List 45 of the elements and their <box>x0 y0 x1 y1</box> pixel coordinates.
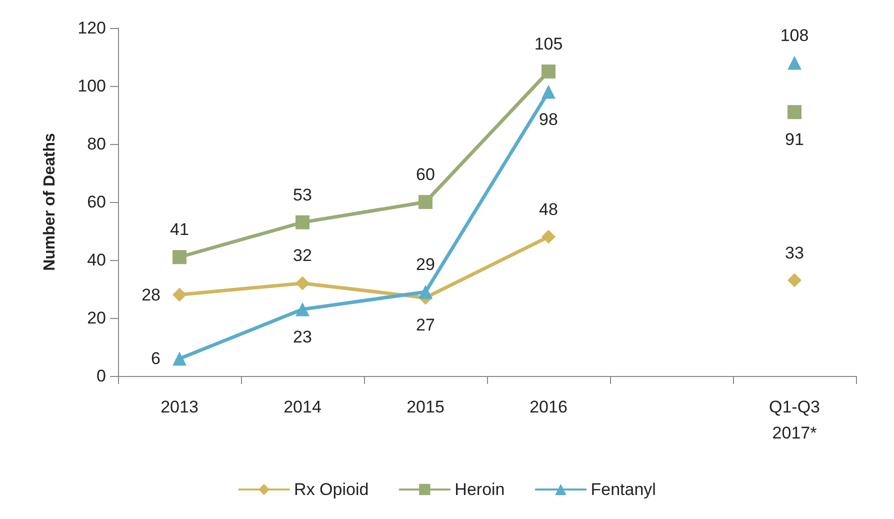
data-label: 108 <box>780 26 809 45</box>
x-tick-label: 2016 <box>530 398 568 416</box>
y-tick-label: 0 <box>96 366 106 386</box>
data-label: 91 <box>785 130 804 150</box>
point <box>542 84 556 99</box>
y-tick-label: 40 <box>87 250 106 270</box>
point <box>296 302 310 316</box>
y-tick-label: 20 <box>87 308 106 328</box>
data-label: 105 <box>534 34 563 54</box>
legend-label: Fentanyl <box>590 480 656 499</box>
data-label: 29 <box>416 254 435 274</box>
x-tick-label: 2014 <box>284 398 322 416</box>
data-label: 33 <box>785 243 804 262</box>
data-label: 98 <box>539 110 558 129</box>
point <box>296 215 310 230</box>
point <box>172 250 186 264</box>
data-label: 27 <box>416 316 435 335</box>
point <box>542 64 556 78</box>
point <box>542 230 556 244</box>
y-tick-label: 100 <box>78 76 106 96</box>
x-tick-label: Q1-Q3 2017* <box>768 398 820 442</box>
data-label: 41 <box>170 220 189 240</box>
point <box>296 276 310 290</box>
data-label: 48 <box>539 200 558 219</box>
point <box>788 105 802 120</box>
data-label: 6 <box>151 349 160 368</box>
y-tick-label: 80 <box>87 134 106 154</box>
point <box>172 352 186 366</box>
point <box>172 288 186 302</box>
legend-label: Heroin <box>454 480 505 499</box>
point <box>788 56 802 70</box>
point <box>418 284 432 299</box>
y-tick-label: 60 <box>87 192 106 212</box>
point <box>788 273 802 288</box>
data-label: 32 <box>293 246 312 266</box>
data-label: 60 <box>416 165 435 184</box>
data-label: 53 <box>293 185 312 204</box>
x-tick-label: 2015 <box>406 398 444 416</box>
legend-label: Rx Opioid <box>294 480 369 499</box>
x-tick-label: 2013 <box>160 398 198 416</box>
data-label: 28 <box>142 285 160 304</box>
y-axis-title: Number of Deaths <box>42 133 58 271</box>
data-label: 23 <box>293 327 312 346</box>
point <box>418 195 432 209</box>
y-tick-label: 120 <box>78 18 106 38</box>
